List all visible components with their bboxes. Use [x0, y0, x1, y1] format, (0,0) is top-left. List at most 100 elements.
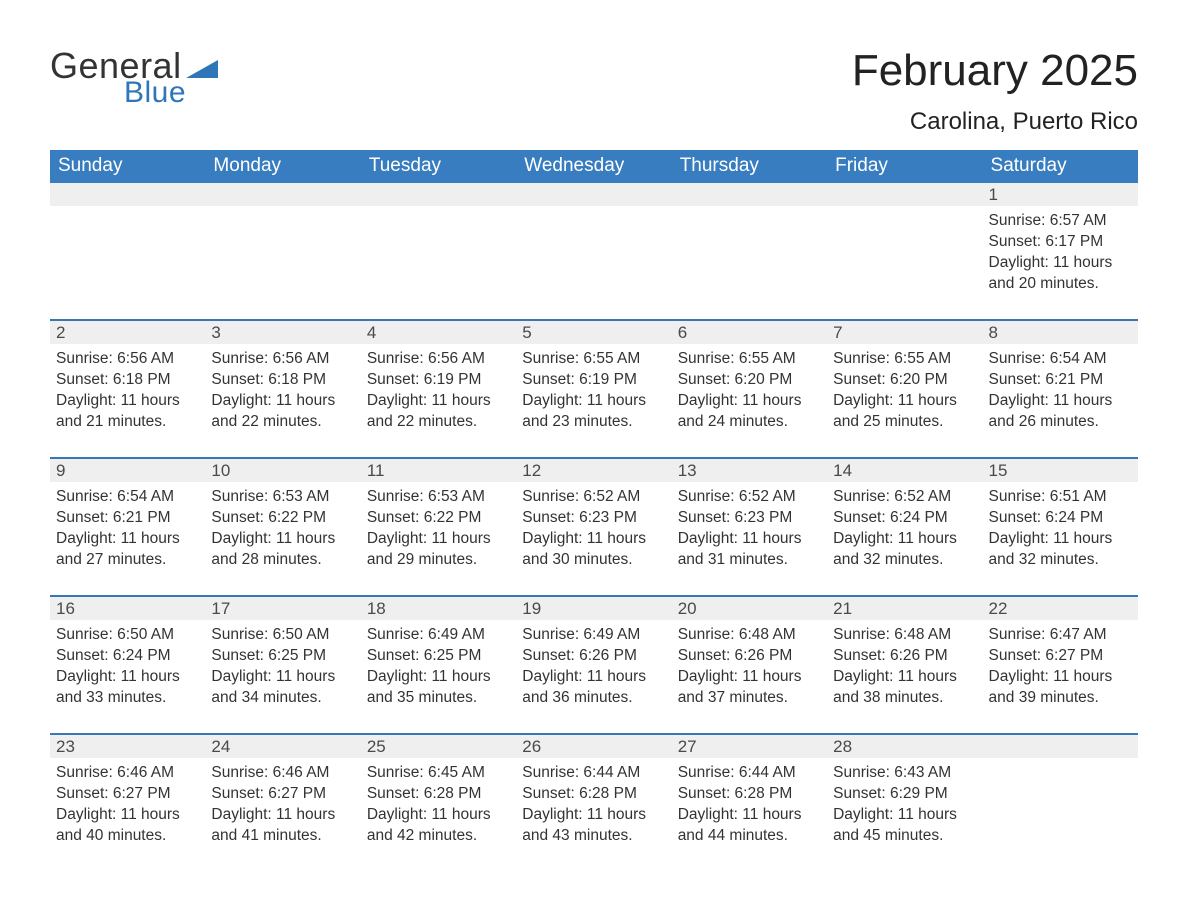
date-number: 2	[50, 321, 205, 344]
daylight-line: Daylight: 11 hours and 37 minutes.	[678, 667, 819, 709]
sunrise-line: Sunrise: 6:55 AM	[522, 349, 663, 370]
daylight-line: Daylight: 11 hours and 27 minutes.	[56, 529, 197, 571]
brand-word-blue: Blue	[124, 78, 218, 108]
date-number: 11	[361, 459, 516, 482]
daylight-line: Daylight: 11 hours and 31 minutes.	[678, 529, 819, 571]
day-details: Sunrise: 6:44 AMSunset: 6:28 PMDaylight:…	[672, 758, 827, 853]
sunset-line: Sunset: 6:26 PM	[678, 646, 819, 667]
day-details: Sunrise: 6:47 AMSunset: 6:27 PMDaylight:…	[983, 620, 1138, 715]
day-cell: 24Sunrise: 6:46 AMSunset: 6:27 PMDayligh…	[205, 735, 360, 853]
day-details: Sunrise: 6:46 AMSunset: 6:27 PMDaylight:…	[205, 758, 360, 853]
sunrise-line: Sunrise: 6:43 AM	[833, 763, 974, 784]
sunrise-line: Sunrise: 6:49 AM	[522, 625, 663, 646]
sunset-line: Sunset: 6:29 PM	[833, 784, 974, 805]
sunset-line: Sunset: 6:26 PM	[833, 646, 974, 667]
day-cell: 14Sunrise: 6:52 AMSunset: 6:24 PMDayligh…	[827, 459, 982, 577]
date-number: 9	[50, 459, 205, 482]
location-subtitle: Carolina, Puerto Rico	[852, 108, 1138, 136]
sunset-line: Sunset: 6:18 PM	[56, 370, 197, 391]
date-number	[672, 183, 827, 206]
date-number: 7	[827, 321, 982, 344]
dow-cell: Friday	[827, 150, 982, 183]
sunset-line: Sunset: 6:27 PM	[211, 784, 352, 805]
day-details: Sunrise: 6:43 AMSunset: 6:29 PMDaylight:…	[827, 758, 982, 853]
date-number	[361, 183, 516, 206]
day-cell: 7Sunrise: 6:55 AMSunset: 6:20 PMDaylight…	[827, 321, 982, 439]
sunrise-line: Sunrise: 6:50 AM	[56, 625, 197, 646]
day-details: Sunrise: 6:50 AMSunset: 6:24 PMDaylight:…	[50, 620, 205, 715]
day-details: Sunrise: 6:49 AMSunset: 6:25 PMDaylight:…	[361, 620, 516, 715]
sunrise-line: Sunrise: 6:49 AM	[367, 625, 508, 646]
day-cell: 19Sunrise: 6:49 AMSunset: 6:26 PMDayligh…	[516, 597, 671, 715]
sunrise-line: Sunrise: 6:46 AM	[211, 763, 352, 784]
day-cell	[516, 183, 671, 301]
date-number: 15	[983, 459, 1138, 482]
sunset-line: Sunset: 6:21 PM	[989, 370, 1130, 391]
sunset-line: Sunset: 6:17 PM	[989, 232, 1130, 253]
day-details: Sunrise: 6:55 AMSunset: 6:20 PMDaylight:…	[672, 344, 827, 439]
date-number: 12	[516, 459, 671, 482]
sunrise-line: Sunrise: 6:56 AM	[367, 349, 508, 370]
day-details: Sunrise: 6:49 AMSunset: 6:26 PMDaylight:…	[516, 620, 671, 715]
dow-cell: Tuesday	[361, 150, 516, 183]
day-cell: 18Sunrise: 6:49 AMSunset: 6:25 PMDayligh…	[361, 597, 516, 715]
daylight-line: Daylight: 11 hours and 36 minutes.	[522, 667, 663, 709]
month-title: February 2025	[852, 48, 1138, 94]
day-details: Sunrise: 6:56 AMSunset: 6:18 PMDaylight:…	[205, 344, 360, 439]
sunrise-line: Sunrise: 6:44 AM	[678, 763, 819, 784]
sunset-line: Sunset: 6:21 PM	[56, 508, 197, 529]
date-number: 17	[205, 597, 360, 620]
sunset-line: Sunset: 6:25 PM	[211, 646, 352, 667]
sunset-line: Sunset: 6:20 PM	[678, 370, 819, 391]
daylight-line: Daylight: 11 hours and 25 minutes.	[833, 391, 974, 433]
sunrise-line: Sunrise: 6:54 AM	[989, 349, 1130, 370]
sunset-line: Sunset: 6:22 PM	[367, 508, 508, 529]
sunrise-line: Sunrise: 6:53 AM	[211, 487, 352, 508]
sunrise-line: Sunrise: 6:51 AM	[989, 487, 1130, 508]
date-number: 14	[827, 459, 982, 482]
daylight-line: Daylight: 11 hours and 22 minutes.	[367, 391, 508, 433]
sunrise-line: Sunrise: 6:48 AM	[833, 625, 974, 646]
daylight-line: Daylight: 11 hours and 32 minutes.	[833, 529, 974, 571]
sunrise-line: Sunrise: 6:52 AM	[833, 487, 974, 508]
daylight-line: Daylight: 11 hours and 40 minutes.	[56, 805, 197, 847]
day-cell: 20Sunrise: 6:48 AMSunset: 6:26 PMDayligh…	[672, 597, 827, 715]
dow-cell: Monday	[205, 150, 360, 183]
sunset-line: Sunset: 6:27 PM	[989, 646, 1130, 667]
daylight-line: Daylight: 11 hours and 30 minutes.	[522, 529, 663, 571]
sunrise-line: Sunrise: 6:52 AM	[522, 487, 663, 508]
sunset-line: Sunset: 6:28 PM	[522, 784, 663, 805]
date-number: 10	[205, 459, 360, 482]
weeks-container: 1Sunrise: 6:57 AMSunset: 6:17 PMDaylight…	[50, 183, 1138, 853]
date-number: 5	[516, 321, 671, 344]
day-cell	[983, 735, 1138, 853]
day-cell: 17Sunrise: 6:50 AMSunset: 6:25 PMDayligh…	[205, 597, 360, 715]
date-number: 23	[50, 735, 205, 758]
sunrise-line: Sunrise: 6:48 AM	[678, 625, 819, 646]
date-number: 25	[361, 735, 516, 758]
date-number	[205, 183, 360, 206]
day-details: Sunrise: 6:56 AMSunset: 6:19 PMDaylight:…	[361, 344, 516, 439]
day-cell: 11 Sunrise: 6:53 AMSunset: 6:22 PMDayligh…	[361, 459, 516, 577]
date-number	[827, 183, 982, 206]
date-number	[516, 183, 671, 206]
daylight-line: Daylight: 11 hours and 38 minutes.	[833, 667, 974, 709]
daylight-line: Daylight: 11 hours and 28 minutes.	[211, 529, 352, 571]
sunset-line: Sunset: 6:23 PM	[678, 508, 819, 529]
sunrise-line: Sunrise: 6:53 AM	[367, 487, 508, 508]
day-details: Sunrise: 6:52 AMSunset: 6:23 PMDaylight:…	[672, 482, 827, 577]
sunrise-line: Sunrise: 6:44 AM	[522, 763, 663, 784]
daylight-line: Daylight: 11 hours and 23 minutes.	[522, 391, 663, 433]
sunset-line: Sunset: 6:19 PM	[522, 370, 663, 391]
sunrise-line: Sunrise: 6:46 AM	[56, 763, 197, 784]
sunset-line: Sunset: 6:28 PM	[367, 784, 508, 805]
sunset-line: Sunset: 6:22 PM	[211, 508, 352, 529]
sunset-line: Sunset: 6:24 PM	[56, 646, 197, 667]
week-row: 23Sunrise: 6:46 AMSunset: 6:27 PMDayligh…	[50, 733, 1138, 853]
sunrise-line: Sunrise: 6:47 AM	[989, 625, 1130, 646]
day-cell	[205, 183, 360, 301]
day-cell: 27Sunrise: 6:44 AMSunset: 6:28 PMDayligh…	[672, 735, 827, 853]
topbar: General Blue February 2025 Carolina, Pue…	[50, 48, 1138, 136]
daylight-line: Daylight: 11 hours and 29 minutes.	[367, 529, 508, 571]
daylight-line: Daylight: 11 hours and 34 minutes.	[211, 667, 352, 709]
